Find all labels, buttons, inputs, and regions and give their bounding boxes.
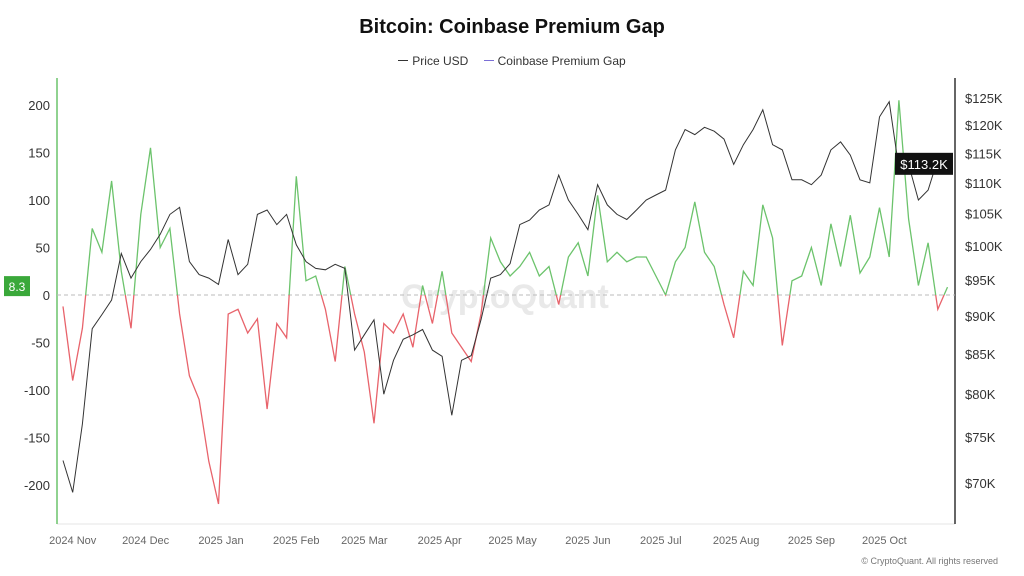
right-tick-label: $70K xyxy=(965,476,996,491)
right-tick-label: $95K xyxy=(965,273,996,288)
price-line xyxy=(62,100,948,493)
right-tick-label: $115K xyxy=(965,146,1002,161)
gap-last-value-label: 8.3 xyxy=(9,280,26,294)
legend-swatch-gap xyxy=(483,60,494,61)
x-tick-label: 2025 Jun xyxy=(565,535,610,547)
left-tick-label: 0 xyxy=(43,288,50,303)
left-tick-label: 150 xyxy=(28,146,50,161)
gap-line-negative xyxy=(62,295,945,505)
price-last-value-badge xyxy=(895,152,953,175)
x-tick-label: 2025 Sep xyxy=(788,535,835,547)
price-last-value-label: $113.2K xyxy=(900,157,948,172)
right-tick-label: $120K xyxy=(965,118,1003,133)
right-tick-label: $80K xyxy=(965,387,996,402)
right-tick-label: $125K xyxy=(965,91,1003,106)
gap-last-value-badge xyxy=(4,276,30,297)
legend-swatch-price xyxy=(398,60,409,61)
x-tick-label: 2025 Oct xyxy=(862,535,907,547)
x-tick-label: 2025 Jul xyxy=(640,535,682,547)
x-tick-label: 2024 Nov xyxy=(49,535,97,547)
x-tick-label: 2025 Jan xyxy=(198,535,243,547)
left-tick-label: -50 xyxy=(31,336,50,351)
left-tick-label: 100 xyxy=(28,193,50,208)
x-tick-label: 2025 Feb xyxy=(273,535,319,547)
right-tick-label: $75K xyxy=(965,430,996,445)
left-tick-label: -150 xyxy=(24,431,50,446)
right-tick-label: $105K xyxy=(965,207,1003,222)
x-tick-label: 2024 Dec xyxy=(122,535,170,547)
right-tick-label: $100K xyxy=(965,239,1003,254)
right-tick-label: $90K xyxy=(965,309,996,324)
left-tick-label: -100 xyxy=(24,383,50,398)
x-tick-label: 2025 Apr xyxy=(418,535,462,547)
legend-item-gap[interactable]: Coinbase Premium Gap xyxy=(483,53,626,68)
watermark: CryptoQuant xyxy=(401,278,609,316)
right-tick-label: $85K xyxy=(965,347,996,362)
left-tick-label: -200 xyxy=(24,478,50,493)
left-tick-label: 200 xyxy=(28,98,50,113)
right-tick-label: $110K xyxy=(965,176,1002,191)
copyright: © CryptoQuant. All rights reserved xyxy=(861,556,998,566)
chart-title: Bitcoin: Coinbase Premium Gap xyxy=(359,16,665,38)
x-tick-label: 2025 May xyxy=(488,535,537,547)
legend-label-price: Price USD xyxy=(412,53,469,68)
x-tick-label: 2025 Mar xyxy=(341,535,388,547)
legend: Price USD Coinbase Premium Gap xyxy=(0,50,1024,68)
x-tick-label: 2025 Aug xyxy=(713,535,760,547)
left-tick-label: 50 xyxy=(36,241,50,256)
legend-item-price[interactable]: Price USD xyxy=(398,54,468,68)
legend-label-gap: Coinbase Premium Gap xyxy=(497,53,626,68)
